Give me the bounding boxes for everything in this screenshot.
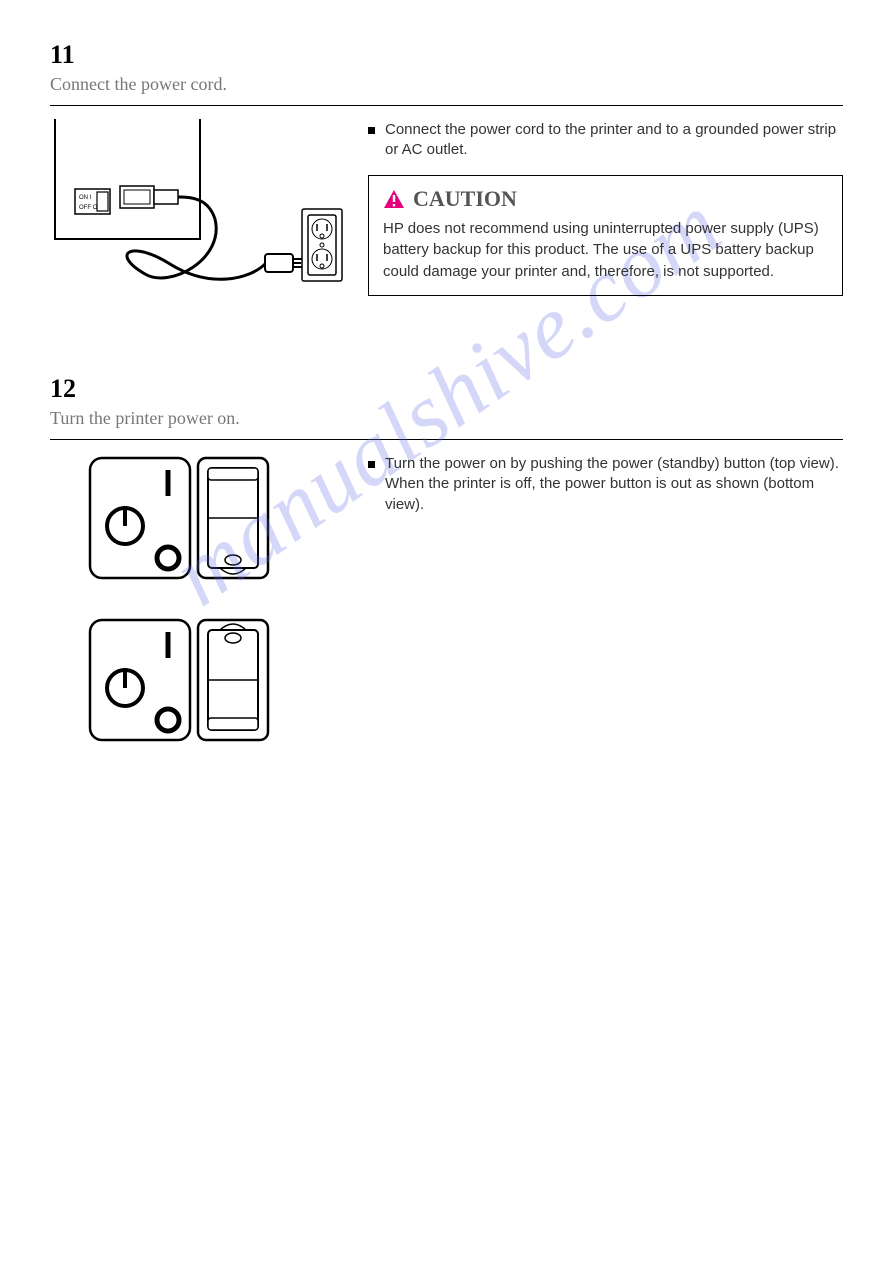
caution-box: CAUTION HP does not recommend using unin… [368,175,843,296]
caution-triangle-icon [383,189,405,209]
step-11-number: 11 [50,40,75,69]
step-11-bullet: Connect the power cord to the printer an… [368,120,843,161]
step-11-body: Connect the power cord to the printer an… [368,114,843,296]
step-12-bullet: Turn the power on by pushing the power (… [368,454,843,515]
power-cord-illustration: ON I OFF O [50,114,350,304]
step-12-heading: 12 [50,374,843,404]
step-12-figure [50,448,350,750]
manual-page: manualshive.com 11 Connect the power cor… [0,0,893,800]
bullet-square-icon [368,127,375,134]
step-11-title: Connect the power cord. [50,74,843,95]
rule-1 [50,105,843,106]
caution-title: CAUTION [383,186,828,212]
svg-text:OFF O: OFF O [79,205,98,211]
step-12-bullet-text: Turn the power on by pushing the power (… [385,454,843,515]
step-12-row: Turn the power on by pushing the power (… [50,448,843,750]
caution-text: HP does not recommend using uninterrupte… [383,218,828,283]
svg-text:ON I: ON I [79,195,92,201]
step-12-number: 12 [50,374,76,403]
bullet-square-icon [368,461,375,468]
step-11-row: ON I OFF O [50,114,843,304]
step-12-title: Turn the printer power on. [50,408,843,429]
power-switch-off-illustration [80,610,280,750]
rule-2 [50,439,843,440]
step-11-heading: 11 [50,40,843,70]
step-12-body: Turn the power on by pushing the power (… [368,448,843,529]
spacer [50,304,843,374]
caution-label: CAUTION [413,186,517,212]
step-11-figure: ON I OFF O [50,114,350,304]
step-11-bullet-text: Connect the power cord to the printer an… [385,120,843,161]
power-switch-on-illustration [80,448,280,588]
